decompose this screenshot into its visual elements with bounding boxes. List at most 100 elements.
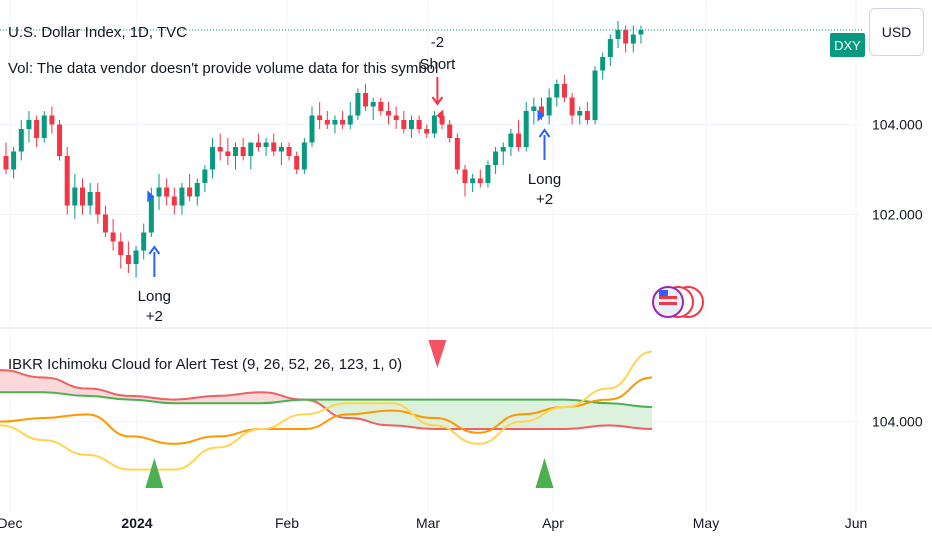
candle-body [156,187,162,197]
symbol-title[interactable]: U.S. Dollar Index, 1D, TVC [8,24,187,41]
candle-body [623,30,629,44]
symbol-badge: DXY [830,33,865,57]
price-tick-label: 102.000 [872,207,923,223]
price-tick-label: 104.000 [872,117,923,133]
candle-body [370,102,376,107]
candle-body [286,147,292,156]
ichimoku-lines [0,350,653,471]
candle-body [363,93,369,107]
time-tick-label: Jun [845,515,868,531]
candle-body [324,120,330,125]
short-triangle-icon [428,340,447,368]
candle-body [118,241,124,255]
candle-body [255,142,261,147]
long-value: +2 [536,191,553,208]
candle-body [87,192,93,206]
candle-body [148,196,154,233]
candle-body [607,39,613,57]
candle-body [263,142,269,147]
indicator-tick-label: 104.000 [872,414,923,430]
candle-body [500,147,506,152]
candle-body [271,142,277,152]
candle-body [615,30,621,39]
candle-body [110,232,116,242]
long-marker-icon [147,190,155,203]
candle-body [309,115,315,143]
candle-body [569,97,575,116]
long-label: Long [528,171,561,188]
candle-body [531,106,537,111]
candle-body [393,115,399,120]
candle-body [516,133,522,147]
tenkan-line [0,350,653,471]
candle-body [378,102,384,111]
candle-body [638,30,644,35]
currency-button[interactable]: USD [869,8,924,56]
candle-body [431,115,437,134]
candle-body [18,129,24,152]
candle-body [225,151,231,156]
candle-body [317,115,323,120]
candle-body [539,106,544,116]
candle-body [546,97,552,116]
signal-markers: Long +2 -2 Short Long +2 [138,34,562,325]
time-tick-label: 2024 [121,515,152,531]
candle-body [493,151,499,165]
candle-body [523,111,529,147]
long-value: +2 [146,308,163,325]
grid [0,0,862,512]
flags-icon[interactable] [652,286,704,318]
candle-body [194,183,200,197]
candle-body [408,120,414,129]
time-tick-label: Feb [275,515,299,531]
candle-body [584,111,590,120]
candle-body [179,187,185,206]
candle-body [49,115,55,125]
candle-body [485,165,491,183]
candle-body [294,156,300,170]
candle-body [141,232,147,251]
senkou-a-line [0,391,653,408]
volume-note: Vol: The data vendor doesn't provide vol… [8,60,439,77]
candle-body [26,120,32,129]
candle-body [401,120,407,129]
candle-body [3,156,9,170]
indicator-title[interactable]: IBKR Ichimoku Cloud for Alert Test (9, 2… [8,356,403,373]
candle-body [41,115,47,138]
candle-body [592,70,598,120]
candle-body [554,84,560,98]
price-axis: 104.000 102.000 104.000 [872,117,923,430]
candle-body [187,187,193,197]
candle-body [416,120,422,129]
candle-body [301,142,307,170]
candle-body [133,250,139,264]
long-triangle-icon [535,458,554,488]
candle-body [340,120,346,125]
candle-body [34,120,40,138]
long-marker-icon [537,109,545,122]
short-value: -2 [431,34,444,51]
candle-body [278,147,284,152]
long-label: Long [138,288,171,305]
candle-body [171,196,177,206]
short-label: Short [419,56,456,73]
long-triangle-icon [145,458,164,488]
candle-body [11,151,17,170]
candle-body [202,169,208,183]
time-tick-label: May [693,515,719,531]
candle-body [233,147,238,156]
candle-body [462,169,468,183]
candle-body [210,147,216,170]
indicator-signal-markers [145,340,554,488]
candle-body [217,147,223,152]
candle-body [57,124,63,156]
candle-body [561,84,567,98]
candle-body [64,156,70,206]
time-tick-label: Apr [542,515,564,531]
candle-body [72,187,78,206]
candle-body [600,57,606,71]
candles [3,21,644,278]
kijun-line [0,376,653,445]
time-tick-label: Dec [0,515,22,531]
